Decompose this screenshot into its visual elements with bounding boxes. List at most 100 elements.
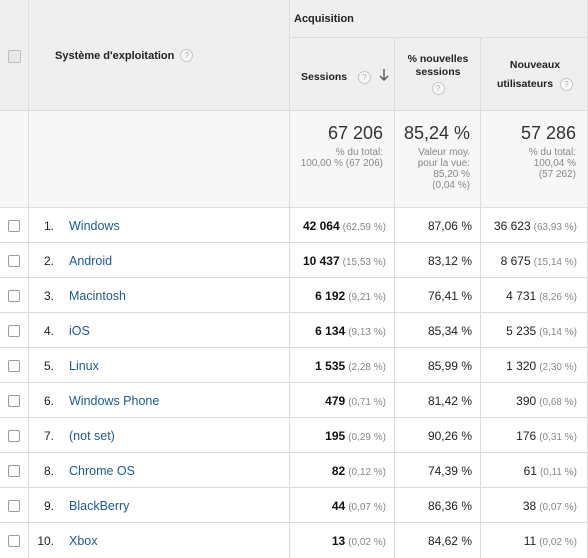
os-column-header[interactable]: Système d'exploitation ? <box>55 49 194 62</box>
row-index: 9. <box>43 499 54 513</box>
sessions-percent: (0,12 %) <box>348 467 386 478</box>
new-users-percent: (0,02 %) <box>539 537 577 548</box>
sessions-total-sub1: % du total: <box>335 147 383 158</box>
sessions-value: 44 <box>331 499 346 513</box>
row-checkbox[interactable] <box>8 500 20 512</box>
sessions-value: 6 192 <box>315 289 346 303</box>
row-index: 6. <box>43 394 54 408</box>
new-users-value: 390 <box>516 394 537 408</box>
sessions-cell: 479 (0,71 %) <box>290 394 386 408</box>
row-checkbox[interactable] <box>8 360 20 372</box>
os-link[interactable]: BlackBerry <box>69 499 130 513</box>
help-icon[interactable]: ? <box>358 71 372 84</box>
row-index: 1. <box>43 219 54 233</box>
divider <box>0 522 588 523</box>
os-link[interactable]: Linux <box>69 359 99 373</box>
os-link[interactable]: Android <box>69 254 113 268</box>
os-link[interactable]: (not set) <box>69 429 115 443</box>
divider <box>0 417 588 418</box>
new-users-percent: (0,68 %) <box>539 397 577 408</box>
pct-new-sessions-cell: 86,36 % <box>427 499 472 513</box>
new-users-percent: (63,93 %) <box>533 222 577 233</box>
new-users-column-header[interactable]: Nouveaux utilisateurs ? <box>482 59 588 91</box>
new-users-label-line2: utilisateurs <box>497 78 554 90</box>
row-index: 3. <box>43 289 54 303</box>
sessions-total: 67 206 <box>327 123 383 143</box>
row-index: 7. <box>43 429 54 443</box>
sessions-percent: (9,13 %) <box>348 327 386 338</box>
os-column-label: Système d'exploitation <box>55 49 175 62</box>
sessions-cell: 42 064 (62,59 %) <box>290 219 386 233</box>
pct-new-sub1: Valeur moy. <box>418 147 470 158</box>
summary-row: 67 206 % du total: 100,00 % (67 206) 85,… <box>0 111 588 207</box>
new-users-cell: 11 (0,02 %) <box>482 534 577 548</box>
sessions-value: 42 064 <box>302 219 340 233</box>
sessions-cell: 13 (0,02 %) <box>290 534 386 548</box>
os-link[interactable]: Windows <box>69 219 120 233</box>
help-icon[interactable]: ? <box>431 82 445 95</box>
sessions-percent: (2,28 %) <box>348 362 386 373</box>
row-checkbox[interactable] <box>8 325 20 337</box>
sessions-percent: (15,53 %) <box>342 257 386 268</box>
help-icon[interactable]: ? <box>559 78 573 91</box>
sessions-percent: (9,21 %) <box>348 292 386 303</box>
sort-descending-icon[interactable] <box>378 68 390 82</box>
os-link[interactable]: Chrome OS <box>69 464 135 478</box>
os-link[interactable]: Xbox <box>69 534 98 548</box>
os-link[interactable]: Macintosh <box>69 289 126 303</box>
pct-new-sub2: pour la vue: <box>417 158 470 169</box>
divider <box>0 312 588 313</box>
new-users-sub3: (57 262) <box>538 169 576 180</box>
table-row: 4. iOS 6 134 (9,13 %) 85,34 % 5 235 (9,14 %) <box>0 313 588 348</box>
pct-new-sessions-column-header[interactable]: % nouvelles sessions ? <box>396 53 480 95</box>
sessions-column-label: Sessions <box>301 71 348 83</box>
pct-new-total: 85,24 % <box>403 123 470 143</box>
new-users-value: 8 675 <box>500 254 531 268</box>
table-header: Système d'exploitation ? Acquisition Ses… <box>0 0 588 111</box>
row-checkbox[interactable] <box>8 220 20 232</box>
divider <box>0 382 588 383</box>
row-checkbox[interactable] <box>8 290 20 302</box>
sessions-cell: 6 134 (9,13 %) <box>290 324 386 338</box>
divider <box>480 37 481 558</box>
table-row: 7. (not set) 195 (0,29 %) 90,26 % 176 (0,31 %) <box>0 418 588 453</box>
row-index: 2. <box>43 254 54 268</box>
pct-new-sessions-cell: 85,99 % <box>427 359 472 373</box>
new-users-total: 57 286 <box>520 123 576 143</box>
pct-new-sub3: 85,20 % <box>433 169 470 180</box>
os-link[interactable]: iOS <box>69 324 90 338</box>
row-checkbox[interactable] <box>8 465 20 477</box>
pct-new-sessions-cell: 76,41 % <box>427 289 472 303</box>
select-all-checkbox[interactable] <box>8 50 21 63</box>
divider <box>0 347 588 348</box>
new-users-cell: 38 (0,07 %) <box>482 499 577 513</box>
help-icon[interactable]: ? <box>180 49 194 62</box>
divider <box>28 0 29 558</box>
new-users-percent: (15,14 %) <box>533 257 577 268</box>
table-row: 2. Android 10 437 (15,53 %) 83,12 % 8 675 (15,… <box>0 243 588 278</box>
new-users-percent: (2,30 %) <box>539 362 577 373</box>
new-users-sub1: % du total: <box>528 147 576 158</box>
sessions-column-header[interactable]: Sessions ? <box>301 71 372 84</box>
new-users-value: 38 <box>522 499 537 513</box>
row-checkbox[interactable] <box>8 430 20 442</box>
sessions-percent: (0,02 %) <box>348 537 386 548</box>
pct-new-sessions-cell: 81,42 % <box>427 394 472 408</box>
table-row: 9. BlackBerry 44 (0,07 %) 86,36 % 38 (0,07 %) <box>0 488 588 523</box>
table-row: 5. Linux 1 535 (2,28 %) 85,99 % 1 320 (2,30 %) <box>0 348 588 383</box>
new-users-value: 1 320 <box>506 359 537 373</box>
table-row: 6. Windows Phone 479 (0,71 %) 81,42 % 390 (0,6… <box>0 383 588 418</box>
row-checkbox[interactable] <box>8 255 20 267</box>
new-users-cell: 176 (0,31 %) <box>482 429 577 443</box>
row-checkbox[interactable] <box>8 395 20 407</box>
os-link[interactable]: Windows Phone <box>69 394 160 408</box>
pct-new-sessions-cell: 87,06 % <box>427 219 472 233</box>
sessions-cell: 6 192 (9,21 %) <box>290 289 386 303</box>
row-index: 5. <box>43 359 54 373</box>
sessions-value: 13 <box>331 534 346 548</box>
new-users-cell: 4 731 (8,26 %) <box>482 289 577 303</box>
row-index: 10. <box>37 534 54 548</box>
new-users-value: 5 235 <box>506 324 537 338</box>
row-checkbox[interactable] <box>8 535 20 547</box>
